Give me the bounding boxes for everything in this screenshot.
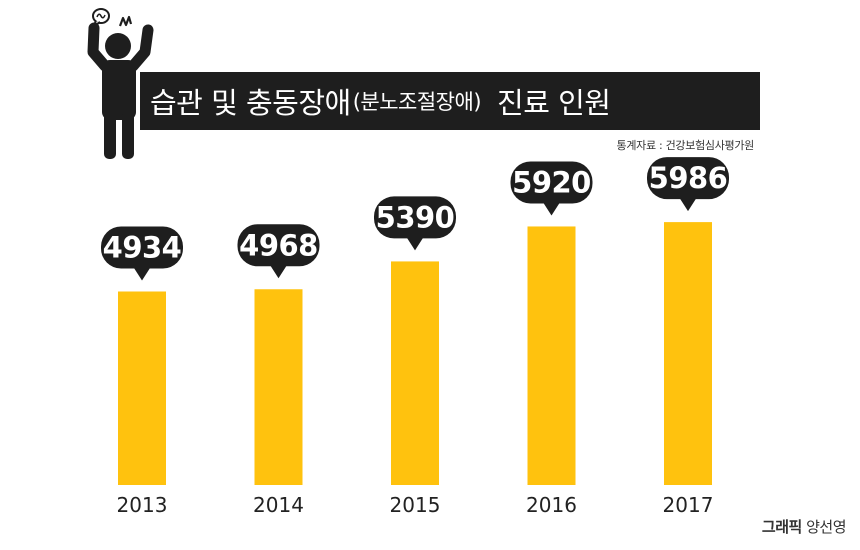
- bar-2017: [664, 222, 712, 485]
- data-label-pointer-2016: [542, 201, 561, 216]
- data-label-pointer-2013: [133, 266, 151, 281]
- x-tick-label-2013: 2013: [117, 493, 168, 517]
- data-label-bubble-2015: [374, 196, 456, 239]
- angry-person-icon: [87, 8, 154, 159]
- data-label-2014: 4968: [239, 228, 318, 262]
- data-label-bubble-2017: [647, 157, 729, 200]
- data-label-2017: 5986: [649, 161, 728, 195]
- bar-2014: [254, 289, 303, 485]
- x-tick-label-2015: 2015: [390, 493, 441, 517]
- bar-2016: [527, 226, 576, 485]
- data-label-bubble-2014: [237, 224, 320, 267]
- title-banner: 습관 및 충동장애 (분노조절장애) 진료 인원: [140, 72, 760, 130]
- x-tick-label-2014: 2014: [253, 493, 304, 517]
- data-label-pointer-2015: [406, 236, 424, 251]
- data-label-2013: 4934: [103, 230, 182, 264]
- data-label-2015: 5390: [376, 200, 455, 234]
- title-tail: 진료 인원: [497, 86, 611, 120]
- data-label-pointer-2017: [679, 197, 697, 212]
- title-paren: (분노조절장애): [352, 90, 482, 114]
- bar-2015: [391, 261, 439, 485]
- x-tick-label-2016: 2016: [526, 493, 577, 517]
- data-label-2016: 5920: [512, 165, 591, 199]
- bar-2013: [118, 291, 166, 485]
- credit-author: 양선영: [806, 518, 846, 536]
- anger-lines-icon: [118, 15, 133, 27]
- title-main: 습관 및 충동장애: [150, 86, 351, 120]
- credit-label: 그래픽: [761, 518, 802, 536]
- graphic-credit: 그래픽 양선영: [761, 516, 847, 537]
- source-note: 통계자료 : 건강보험심사평가원: [616, 139, 755, 152]
- data-label-pointer-2014: [269, 264, 288, 279]
- data-label-bubble-2016: [510, 161, 593, 204]
- x-tick-label-2017: 2017: [663, 493, 714, 517]
- data-label-bubble-2013: [101, 226, 183, 269]
